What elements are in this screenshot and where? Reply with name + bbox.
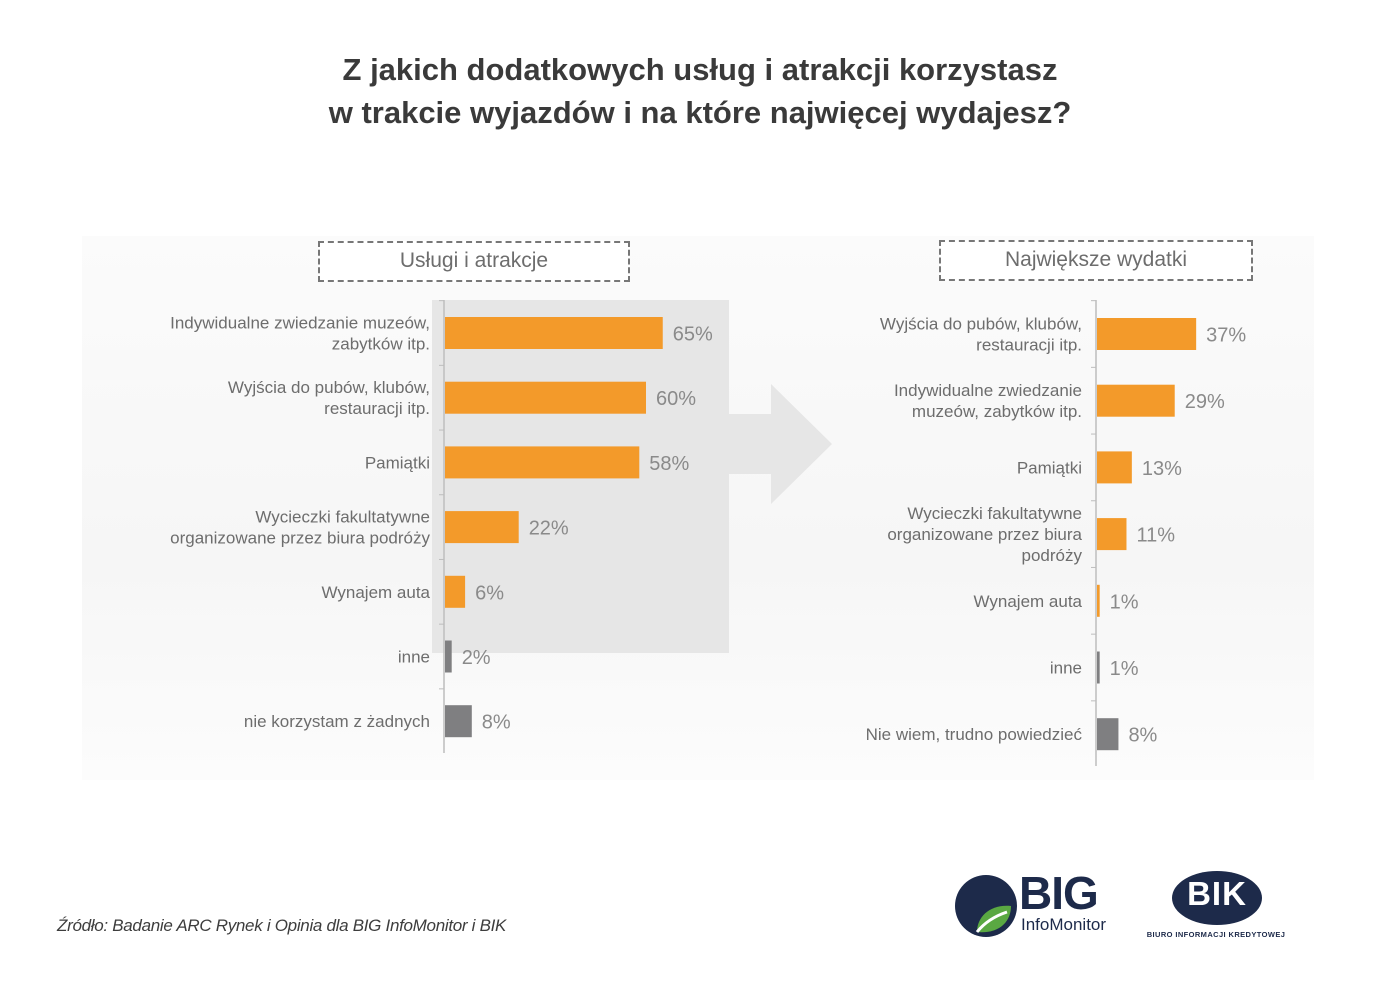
right-bar [1097,451,1132,484]
right-data-label: 13% [1142,458,1182,480]
left-data-label: 8% [482,712,511,734]
big-logo-sub: InfoMonitor [1021,915,1107,934]
right-bar-chart: 37% Wyjścia do pubów, klubów, restauracji … [866,300,1246,766]
left-category-label: Indywidualne zwiedzanie muzeów, zabytków … [170,314,430,354]
big-logo-word: BIG [1019,867,1099,919]
left-bar [445,640,452,673]
left-bar [445,381,646,414]
left-bar [445,317,663,349]
left-chart-header: Usługi i atrakcje [318,241,630,282]
right-category-label: Pamiątki [1017,458,1082,477]
right-bar [1097,518,1127,551]
left-data-label: 65% [673,324,713,346]
source-note: Źródło: Badanie ARC Rynek i Opinia dla B… [57,916,507,935]
left-category-label: nie korzystam z żadnych [244,712,430,731]
left-data-label: 6% [475,582,504,604]
right-category-label: Wycieczki fakultatywne organizowane przez… [887,504,1082,565]
left-data-label: 2% [462,647,491,669]
right-category-label: Wynajem auta [973,592,1082,611]
left-data-label: 60% [656,388,696,410]
big-infomonitor-logo: BIG InfoMonitor [955,867,1115,940]
bik-logo-word: BIK [1187,875,1247,912]
right-bar [1097,651,1100,684]
chart-title: Z jakich dodatkowych usług i atrakcji ko… [0,48,1400,134]
left-bar [445,446,640,479]
left-bar [445,575,466,608]
right-data-label: 11% [1136,525,1175,547]
arrow-right-icon [729,384,832,504]
right-bar [1097,318,1197,350]
right-category-label: Wyjścia do pubów, klubów, restauracji itp… [880,315,1082,355]
bik-logo-emblem-icon [1172,871,1262,925]
right-data-label: 1% [1110,658,1139,680]
right-category-label: Nie wiem, trudno powiedzieć [866,725,1083,744]
chart-title-line-2: w trakcie wyjazdów i na które najwięcej … [328,95,1072,130]
left-data-label: 22% [529,518,569,540]
right-data-label: 1% [1110,591,1139,613]
right-category-label: inne [1050,659,1082,678]
right-bar [1097,584,1100,617]
left-bar [445,511,519,544]
right-chart-title: Największe wydatki [1004,248,1188,271]
left-category-label: Wycieczki fakultatywne organizowane przez… [170,508,430,548]
left-bar-chart: 65% Indywidualne zwiedzanie muzeów, zabytk… [170,300,713,753]
chart-title-line-1: Z jakich dodatkowych usług i atrakcji ko… [342,52,1058,87]
left-chart-title: Usługi i atrakcje [399,249,549,272]
bik-logo-sub: BIURO INFORMACJI KREDYTOWEJ [1146,930,1286,939]
bik-logo: BIK BIURO INFORMACJI KREDYTOWEJ [1146,870,1296,950]
left-bar [445,705,472,738]
right-category-label: Indywidualne zwiedzanie muzeów, zabytków … [894,381,1082,421]
left-category-label: Wynajem auta [321,583,430,602]
left-data-label: 58% [649,453,689,475]
right-bar [1097,718,1119,751]
left-category-label: inne [398,648,430,667]
right-data-label: 8% [1128,725,1157,747]
left-category-label: Pamiątki [365,453,430,472]
right-data-label: 29% [1185,391,1225,413]
right-data-label: 37% [1206,325,1246,347]
right-bar [1097,384,1175,417]
big-logo-emblem-icon [955,875,1017,937]
left-category-label: Wyjścia do pubów, klubów, restauracji itp… [228,378,430,418]
right-chart-header: Największe wydatki [939,240,1253,281]
